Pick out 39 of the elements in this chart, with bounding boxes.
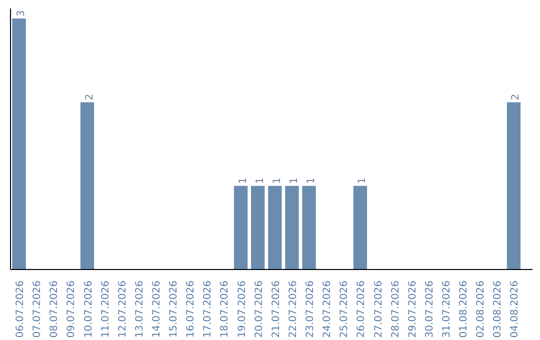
data-label: 2 — [84, 94, 96, 100]
x-tick-label: 03.08.2026 — [492, 280, 504, 338]
data-label: 1 — [238, 177, 249, 184]
x-tick-label: 09.07.2026 — [66, 280, 78, 338]
x-tick-label: 15.07.2026 — [168, 280, 180, 338]
x-tick-label: 07.07.2026 — [32, 280, 44, 338]
data-label: 3 — [16, 10, 28, 17]
data-label: 1 — [306, 177, 318, 184]
x-tick-label: 10.07.2026 — [83, 280, 94, 338]
x-tick-label: 11.07.2026 — [100, 280, 112, 338]
x-tick-label: 12.07.2026 — [117, 280, 128, 338]
x-tick-label: 08.07.2026 — [49, 280, 60, 338]
x-tick-label: 04.08.2026 — [510, 280, 521, 338]
x-tick-label: 28.07.2026 — [390, 280, 402, 338]
x-tick-label: 17.07.2026 — [202, 280, 214, 338]
data-label: 1 — [288, 177, 300, 184]
x-tick-label: 21.07.2026 — [270, 280, 282, 338]
x-tick-label: 02.08.2026 — [476, 280, 487, 338]
x-tick-label: 20.07.2026 — [254, 280, 265, 338]
x-tick-label: 31.07.2026 — [442, 280, 452, 338]
x-tick-label: 01.08.2026 — [458, 280, 470, 338]
x-tick-label: 26.07.2026 — [356, 280, 368, 338]
data-label: 1 — [357, 177, 368, 184]
x-tick-label: 14.07.2026 — [152, 280, 162, 338]
x-tick-label: 18.07.2026 — [220, 280, 231, 338]
x-tick-label: 06.07.2026 — [15, 280, 26, 338]
x-tick-label: 25.07.2026 — [339, 280, 350, 338]
x-tick-label: 29.07.2026 — [407, 280, 418, 338]
x-tick-label: 13.07.2026 — [134, 280, 146, 338]
x-tick-label: 19.07.2026 — [236, 280, 248, 338]
x-tick-label: 16.07.2026 — [186, 280, 197, 338]
x-tick-label: 30.07.2026 — [424, 280, 436, 338]
x-tick-label: 23.07.2026 — [305, 280, 316, 338]
x-tick-label: 24.07.2026 — [322, 280, 334, 338]
x-tick-label: 27.07.2026 — [373, 280, 384, 338]
data-label: 2 — [510, 94, 522, 100]
x-tick-label: 22.07.2026 — [288, 280, 299, 338]
data-label: 1 — [272, 177, 283, 184]
data-label: 1 — [254, 177, 266, 184]
